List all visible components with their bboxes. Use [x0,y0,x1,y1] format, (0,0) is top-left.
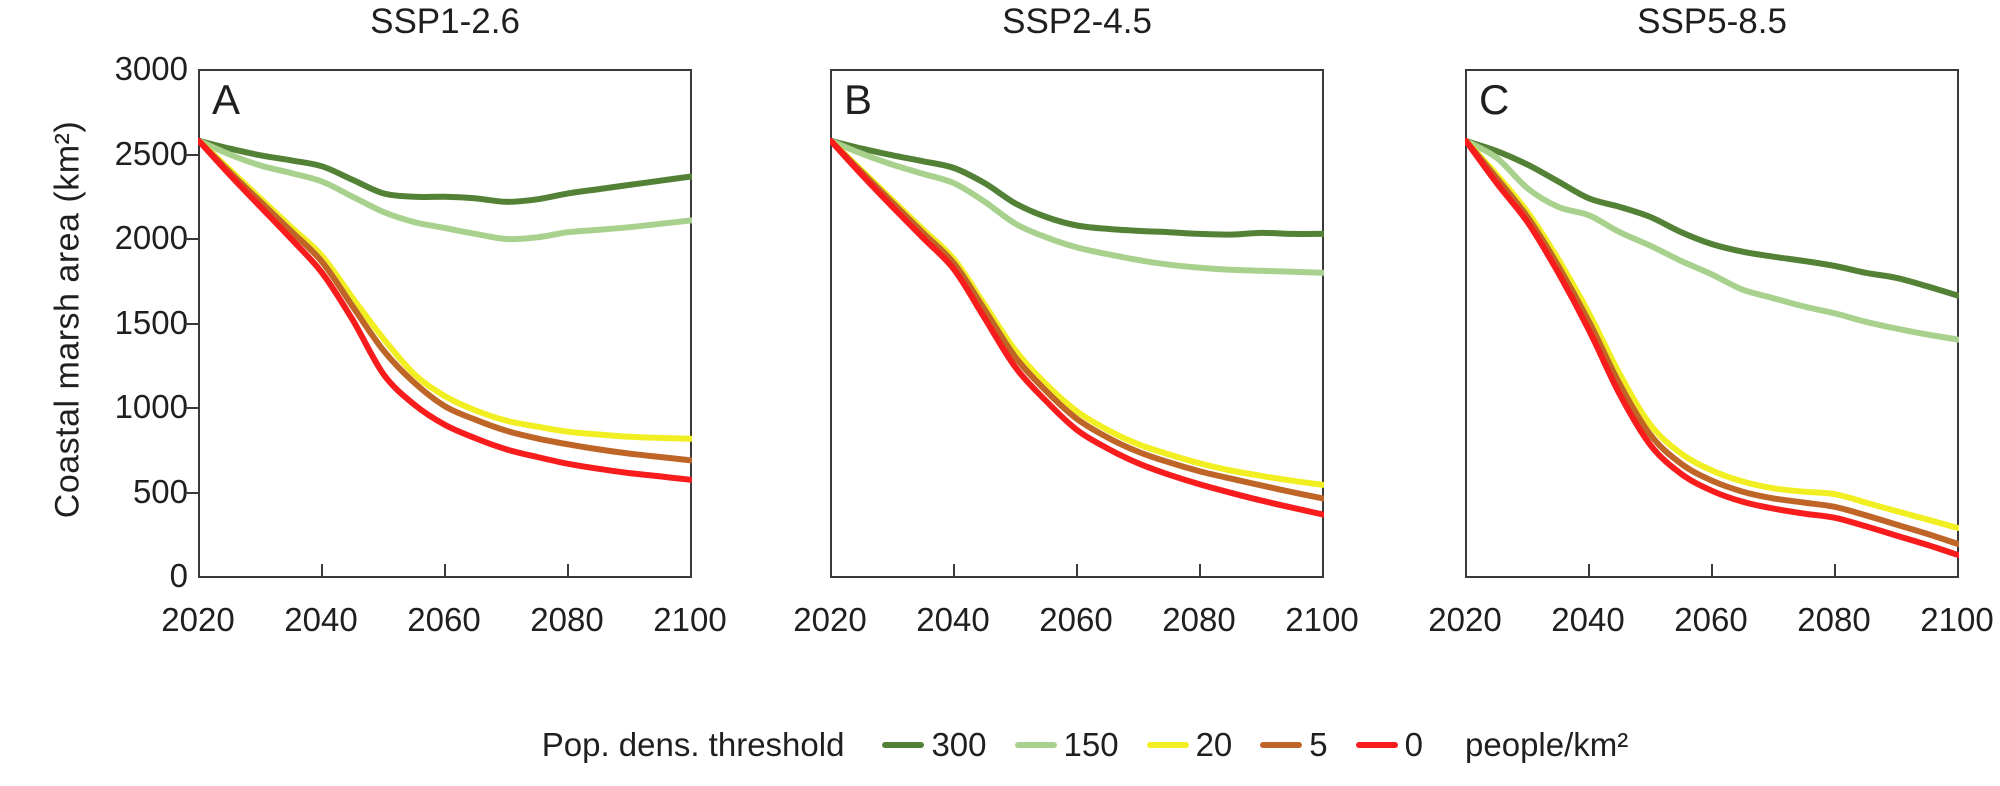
panel-title-c: SSP5-8.5 [1637,2,1787,41]
x-tick-label: 2080 [1797,601,1871,638]
legend-item-20: 20 [1146,726,1233,764]
x-tick-label: 2060 [1039,601,1113,638]
legend-title: Pop. dens. threshold [541,726,845,763]
plot-area-c [1465,69,1959,578]
legend-item-5: 5 [1260,726,1328,764]
legend-swatch-5 [1260,742,1303,748]
panel-title-b: SSP2-4.5 [1002,2,1152,41]
plot-area-a [198,69,692,578]
panel-letter-a: A [212,76,241,123]
y-tick-label: 500 [132,472,188,510]
y-tick-label: 2500 [114,134,188,172]
legend-label-150: 150 [1063,726,1119,763]
y-tick [185,153,198,156]
x-tick-label: 2100 [653,601,727,638]
x-tick-label: 2040 [1551,601,1625,638]
x-tick-label: 2080 [530,601,604,638]
series-line-5 [198,137,692,464]
y-tick [185,322,198,325]
legend-item-300: 300 [882,726,987,764]
series-line-0 [198,137,692,483]
series-line-150 [830,137,1324,276]
series-line-300 [198,137,692,205]
series-line-5 [1465,137,1959,547]
x-tick-label: 2100 [1285,601,1359,638]
legend-label-0: 0 [1404,726,1424,763]
y-tick-label: 1000 [114,388,188,425]
legend-swatch-20 [1146,742,1189,748]
series-line-0 [830,137,1324,518]
y-tick [185,491,198,494]
legend: Pop. dens. threshold 300 150 20 5 0 peop… [0,726,2000,764]
x-tick-label: 2040 [284,601,358,638]
panel-letter-b: B [844,76,873,123]
x-axis-a: 2020 2040 2060 2080 2100 [158,601,732,641]
x-tick-label: 2100 [1920,601,1994,638]
series-line-150 [1465,137,1959,343]
plot-area-b [830,69,1324,578]
legend-swatch-300 [882,742,925,748]
plot-box [198,69,692,578]
legend-unit: people/km² [1465,726,1629,763]
y-axis-ticks [185,153,198,494]
legend-label-20: 20 [1195,726,1233,763]
legend-label-5: 5 [1309,726,1328,763]
legend-swatch-150 [1014,742,1057,748]
x-tick-label: 2020 [1428,601,1502,638]
y-tick-label: 2000 [114,219,188,256]
legend-label-300: 300 [931,726,987,763]
series-line-5 [830,137,1324,502]
series-line-20 [1465,137,1959,531]
y-tick [185,407,198,409]
panel-title-a: SSP1-2.6 [370,2,520,41]
x-tick-label: 2040 [916,601,990,638]
y-axis-tick-labels: 0 500 1000 1500 2000 2500 3000 [40,0,188,640]
panel-letter-c: C [1479,76,1510,123]
legend-swatch-0 [1355,742,1398,748]
x-axis-c: 2020 2040 2060 2080 2100 [1425,601,1999,641]
y-tick-label: 0 [169,557,188,594]
y-tick-label: 3000 [114,50,188,87]
y-tick [185,238,198,240]
legend-item-150: 150 [1014,726,1119,764]
x-tick-label: 2020 [161,601,235,638]
y-tick-label: 1500 [114,303,188,341]
x-tick-label: 2060 [1674,601,1748,638]
x-tick-label: 2060 [407,601,481,638]
x-axis-b: 2020 2040 2060 2080 2100 [790,601,1364,641]
x-tick-label: 2080 [1162,601,1236,638]
x-tick-label: 2020 [793,601,867,638]
series-line-300 [1465,137,1959,299]
legend-item-0: 0 [1355,726,1424,764]
series-line-0 [1465,137,1959,558]
series-line-300 [830,137,1324,238]
plot-box [830,69,1324,578]
series-line-150 [198,137,692,243]
